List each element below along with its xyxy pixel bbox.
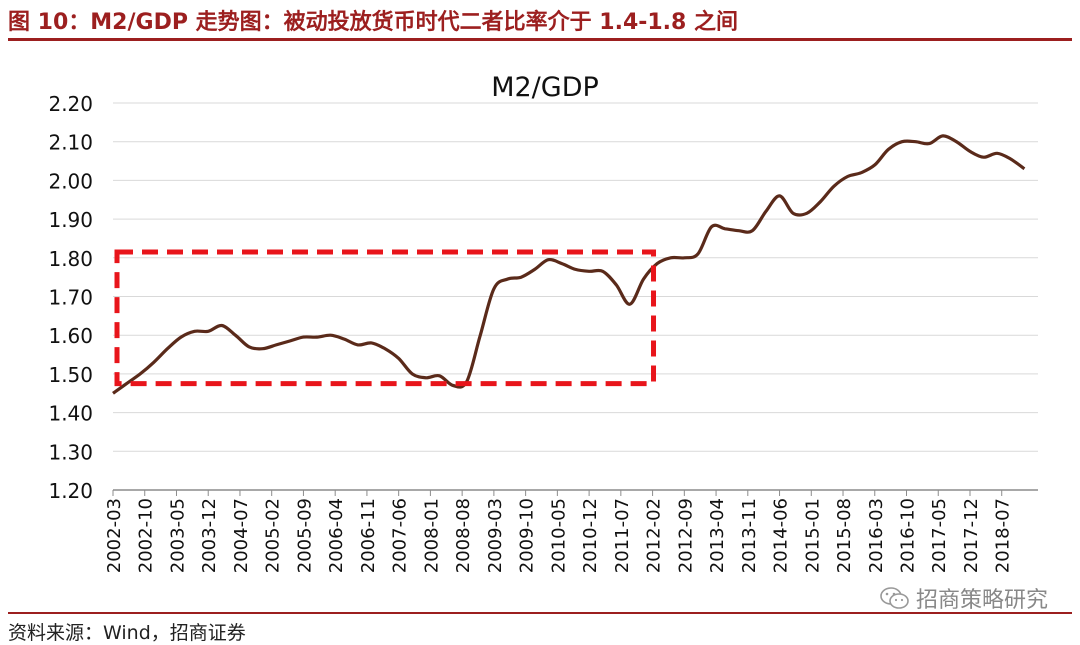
x-tick-label: 2010-05 [548,498,569,573]
x-tick-label: 2006-11 [358,498,379,573]
x-tick-label: 2017-12 [961,498,982,573]
y-tick-label: 1.20 [48,479,93,503]
x-tick-label: 2017-05 [929,498,950,573]
y-tick-label: 1.70 [48,286,93,310]
y-tick-label: 1.80 [48,247,93,271]
y-tick-label: 2.20 [48,92,93,116]
y-tick-label: 2.10 [48,131,93,155]
x-tick-label: 2018-07 [993,498,1014,573]
x-tick-label: 2006-04 [326,498,347,573]
series-line-m2-gdp [113,136,1024,393]
y-tick-label: 1.40 [48,402,93,426]
x-tick-label: 2007-06 [390,498,411,573]
x-tick-label: 2015-08 [834,498,855,573]
x-tick-label: 2016-10 [898,498,919,573]
x-tick-label: 2009-03 [485,498,506,573]
x-tick-label: 2003-12 [199,498,220,573]
y-axis: 1.20 1.30 1.40 1.50 1.60 1.70 1.80 1.90 2.00 2.10… [48,92,93,503]
x-tick-label: 2014-06 [771,498,792,573]
x-tick-label: 2013-11 [739,498,760,573]
x-tick-label: 2004-07 [231,498,252,573]
watermark-text: 招商策略研究 [916,582,1048,614]
chart-title: M2/GDP [491,72,599,103]
watermark: 招商策略研究 [880,582,1048,614]
x-tick-label: 2002-10 [136,498,157,573]
x-tick-label: 2008-08 [453,498,474,573]
y-tick-label: 1.50 [48,363,93,387]
highlight-box [117,252,654,384]
x-tick-label: 2005-09 [294,498,315,573]
x-tick-label: 2003-05 [167,498,188,573]
x-tick-label: 2008-01 [421,498,442,573]
title-rule [8,38,1072,41]
plot-area [113,136,1024,393]
wechat-icon [880,587,910,609]
x-axis: 2002-03 2002-10 2003-05 2003-12 2004-07 2005-… [104,490,1038,573]
figure-title: 图 10：M2/GDP 走势图：被动投放货币时代二者比率介于 1.4-1.8 之… [8,4,738,36]
x-tick-label: 2005-02 [263,498,284,573]
x-tick-label: 2011-07 [612,498,633,573]
y-tick-label: 2.00 [48,169,93,193]
y-tick-label: 1.30 [48,440,93,464]
x-tick-label: 2012-09 [675,498,696,573]
x-tick-label: 2013-04 [707,498,728,573]
y-tick-label: 1.60 [48,324,93,348]
y-tick-label: 1.90 [48,208,93,232]
x-tick-label: 2009-10 [517,498,538,573]
x-tick-label: 2002-03 [104,498,125,573]
source-note: 资料来源：Wind，招商证券 [8,618,246,645]
grid-lines [113,103,1038,490]
chart-area: M2/GDP 1.20 1.30 1.40 1.50 1.60 1.70 1.80 1.90 2… [0,50,1080,610]
x-tick-label: 2016-03 [866,498,887,573]
x-tick-label: 2010-12 [580,498,601,573]
x-tick-label: 2015-01 [802,498,823,573]
x-tick-label: 2012-02 [644,498,665,573]
